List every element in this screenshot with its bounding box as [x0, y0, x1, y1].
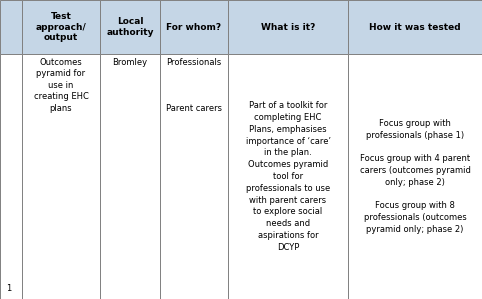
Bar — [228, 0, 348, 54]
Text: Professionals



Parent carers: Professionals Parent carers — [166, 58, 222, 113]
Bar — [22, 0, 100, 54]
Bar — [0, 54, 22, 299]
Text: Test
approach/
output: Test approach/ output — [36, 12, 86, 42]
Text: For whom?: For whom? — [166, 22, 222, 31]
Text: How it was tested: How it was tested — [369, 22, 461, 31]
Text: Bromley: Bromley — [112, 58, 147, 67]
Text: Outcomes
pyramid for
use in
creating EHC
plans: Outcomes pyramid for use in creating EHC… — [34, 58, 88, 113]
Bar — [160, 54, 228, 299]
Bar — [22, 54, 100, 299]
Text: Part of a toolkit for
completing EHC
Plans, emphasises
importance of ‘care’
in t: Part of a toolkit for completing EHC Pla… — [245, 101, 331, 252]
Bar — [228, 54, 348, 299]
Bar — [100, 54, 160, 299]
Text: 1: 1 — [6, 284, 11, 293]
Bar — [0, 0, 22, 54]
Bar — [348, 54, 482, 299]
Text: What is it?: What is it? — [261, 22, 315, 31]
Text: Focus group with
professionals (phase 1)

Focus group with 4 parent
carers (outc: Focus group with professionals (phase 1)… — [360, 119, 470, 234]
Bar — [100, 0, 160, 54]
Bar — [160, 0, 228, 54]
Text: Local
authority: Local authority — [106, 17, 154, 37]
Bar — [348, 0, 482, 54]
